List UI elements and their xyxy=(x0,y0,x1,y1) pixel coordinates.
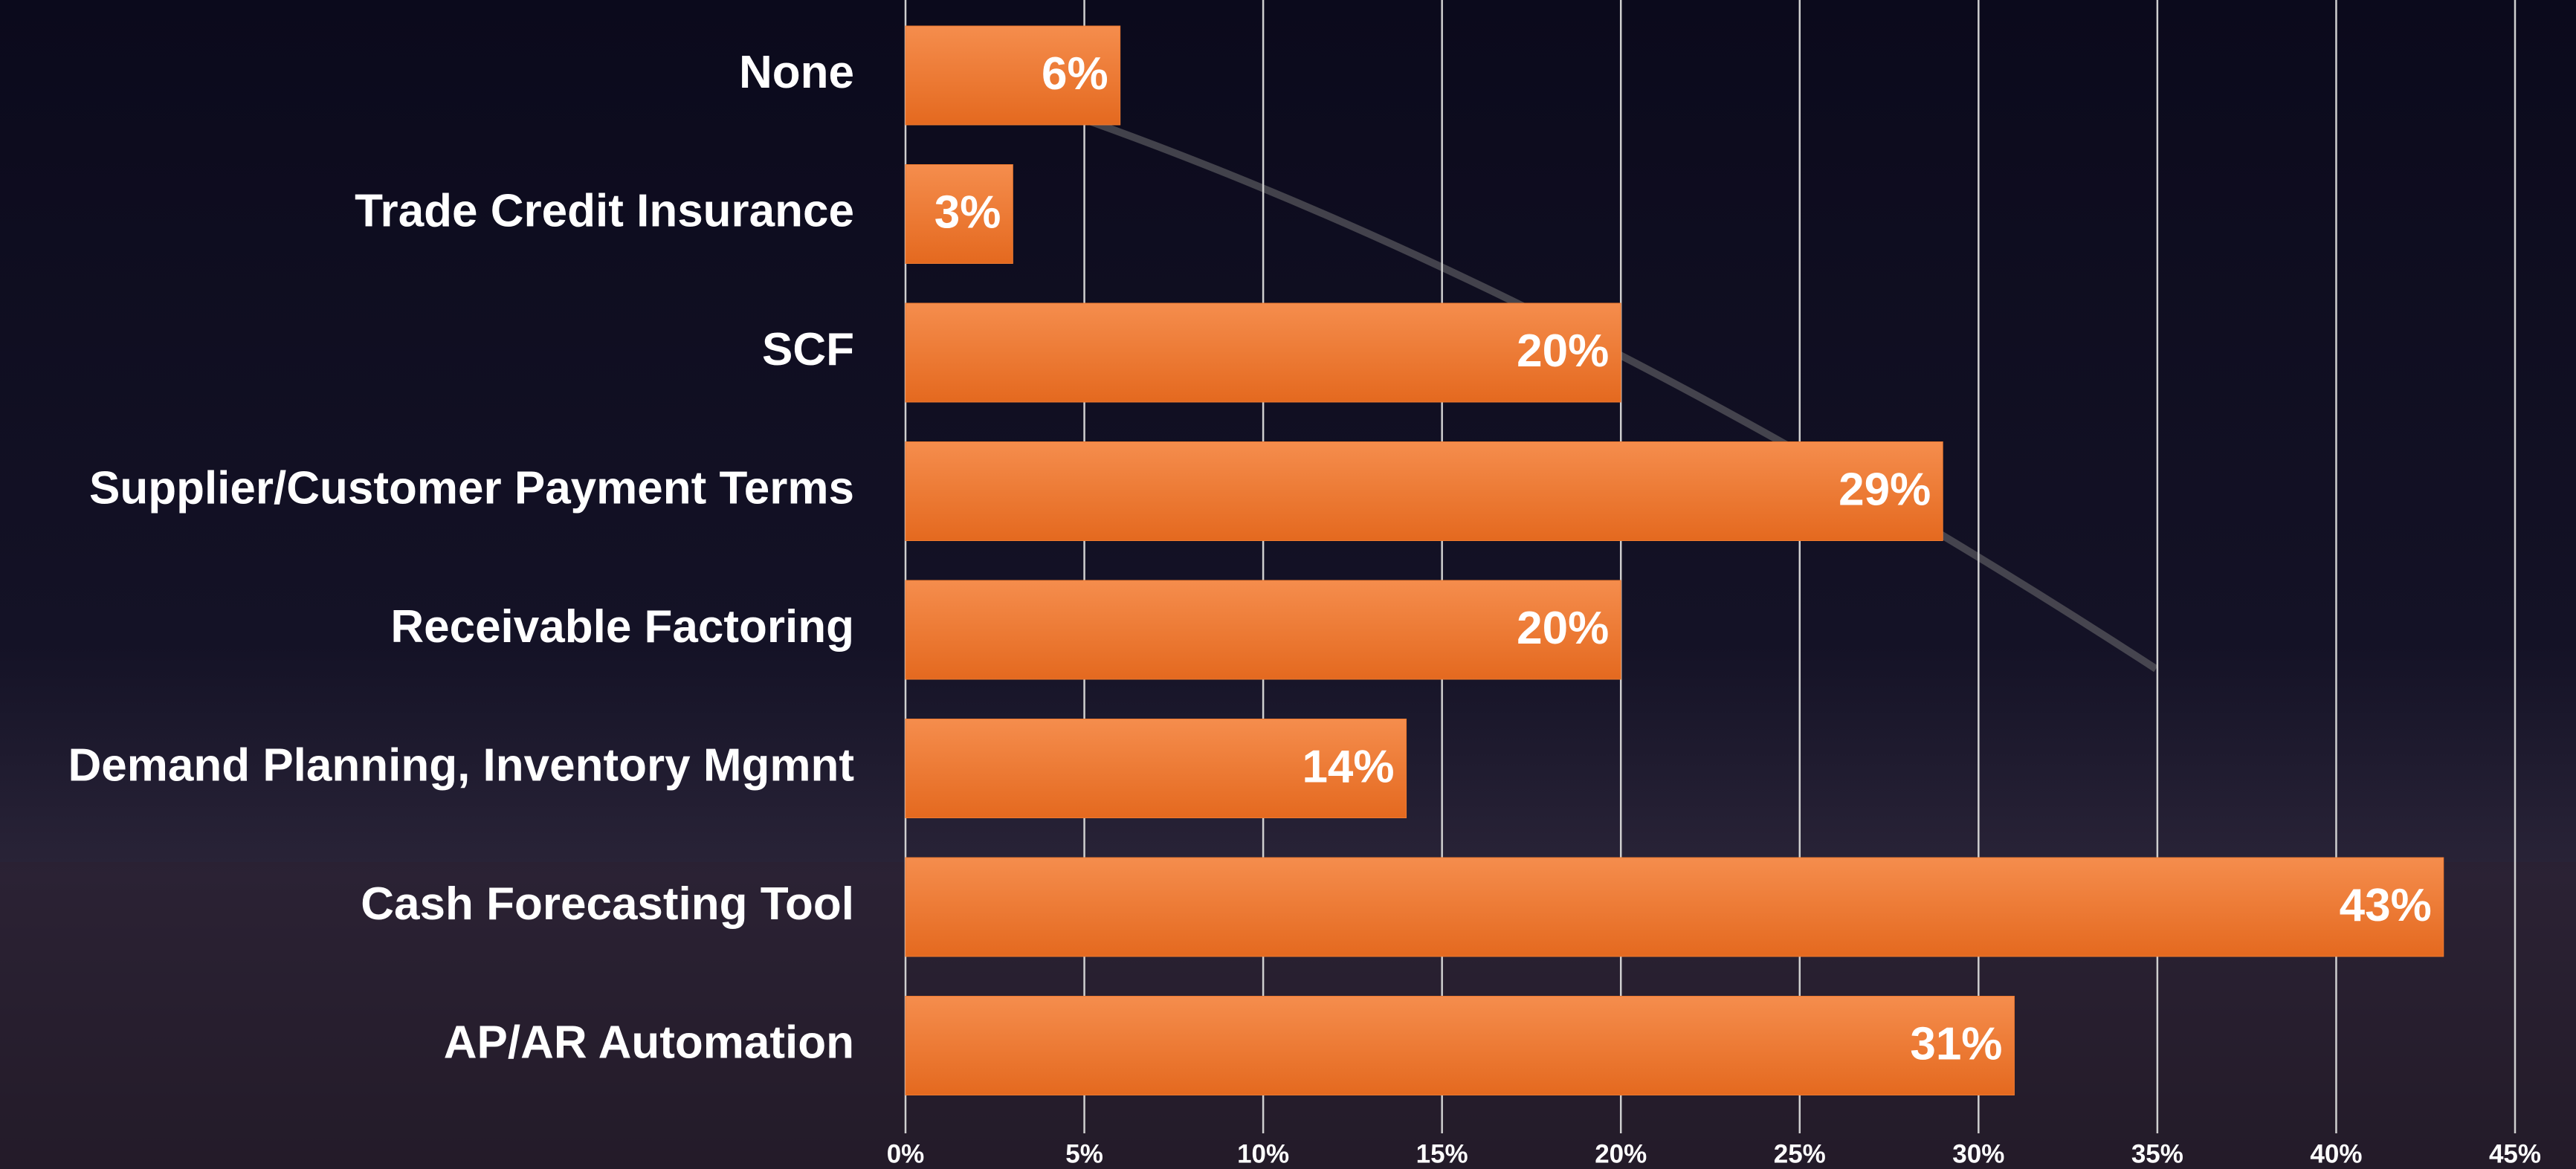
value-label: 14% xyxy=(1302,741,1394,792)
value-label: 6% xyxy=(1042,48,1108,100)
value-label: 20% xyxy=(1517,603,1609,654)
x-tick-label: 30% xyxy=(1952,1139,2004,1168)
value-label: 20% xyxy=(1517,326,1609,377)
y-tick-label: AP/AR Automation xyxy=(444,1017,854,1068)
value-label: 43% xyxy=(2340,880,2432,931)
x-tick-label: 15% xyxy=(1416,1139,1468,1168)
y-tick-label: Supplier/Customer Payment Terms xyxy=(89,462,854,514)
value-label: 3% xyxy=(934,187,1001,238)
y-tick-label: None xyxy=(739,47,854,98)
chart: 0% 5% 10% 15% 20% 25% 30% 35% 40% 45% None 6% Trade … xyxy=(0,0,2576,1169)
y-tick-label: SCF xyxy=(762,324,854,375)
bar xyxy=(906,997,2014,1095)
x-tick-label: 45% xyxy=(2489,1139,2541,1168)
value-label: 29% xyxy=(1839,464,1931,515)
x-tick-label: 20% xyxy=(1595,1139,1647,1168)
bar xyxy=(906,858,2444,956)
y-tick-label: Cash Forecasting Tool xyxy=(361,878,854,930)
bar xyxy=(906,580,1621,679)
bar xyxy=(906,442,1943,541)
y-tick-label: Demand Planning, Inventory Mgmnt xyxy=(68,739,854,791)
x-tick-label: 5% xyxy=(1065,1139,1103,1168)
value-label: 31% xyxy=(1910,1018,2002,1069)
y-tick-label: Trade Credit Insurance xyxy=(355,185,854,236)
x-tick-label: 10% xyxy=(1237,1139,1289,1168)
bar xyxy=(906,303,1621,402)
y-tick-label: Receivable Factoring xyxy=(390,601,854,652)
x-tick-label: 0% xyxy=(887,1139,925,1168)
x-tick-label: 25% xyxy=(1774,1139,1826,1168)
x-tick-label: 40% xyxy=(2310,1139,2362,1168)
x-tick-label: 35% xyxy=(2131,1139,2183,1168)
